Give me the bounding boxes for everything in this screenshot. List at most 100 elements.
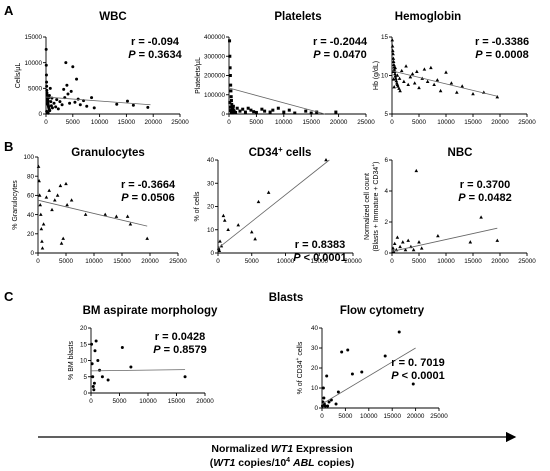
x-tick-label: 15000	[302, 119, 320, 126]
data-point	[228, 74, 232, 77]
data-point	[324, 158, 328, 162]
y-tick-label: 40	[27, 212, 35, 219]
data-point	[228, 54, 232, 58]
x-tick-label: 10000	[277, 258, 295, 265]
data-point	[432, 82, 436, 87]
data-point	[455, 90, 459, 94]
data-point	[414, 168, 419, 173]
x-tick-label: 25000	[171, 119, 189, 126]
data-point	[392, 241, 397, 245]
data-point	[37, 193, 42, 197]
chart-nbc: NBC 0 2 4 6 0 5000 10000 15000 20000 25000 Normaliz…	[364, 147, 536, 265]
data-point	[221, 213, 226, 218]
x-tick-label: 5000	[338, 413, 353, 420]
data-point	[408, 75, 413, 79]
data-point	[327, 400, 331, 404]
y-tick-label: 5000	[28, 86, 43, 93]
y-tick-label: 300000	[204, 53, 226, 60]
x-tick-label: 0	[320, 413, 324, 420]
data-point	[69, 198, 74, 202]
data-point	[38, 203, 43, 207]
data-point	[406, 82, 410, 87]
data-point	[40, 239, 44, 243]
chart-title: Flow cytometry	[340, 305, 425, 317]
data-point	[404, 64, 408, 68]
chart-title: Hemoglobin	[395, 11, 461, 23]
data-point	[392, 62, 396, 67]
x-tick-label: 15000	[118, 119, 136, 126]
data-point	[64, 61, 68, 65]
data-point	[50, 207, 54, 212]
data-point	[276, 106, 280, 110]
data-point	[231, 104, 235, 108]
r-value: r = 0.8383	[295, 239, 345, 251]
data-point	[412, 81, 417, 85]
r-value: r = -0.094	[131, 36, 180, 48]
data-point	[56, 107, 60, 111]
data-point	[145, 236, 149, 240]
data-point	[94, 339, 98, 343]
y-tick-label: 20	[207, 204, 215, 211]
data-point	[85, 104, 89, 108]
data-point	[395, 73, 400, 77]
y-axis-label: Cells/µL	[15, 63, 22, 89]
data-point	[401, 240, 405, 244]
r-value: r = -0.3386	[475, 36, 529, 48]
data-point	[229, 89, 233, 93]
data-point	[390, 38, 395, 42]
y-tick-label: 40	[207, 157, 215, 164]
data-point	[393, 71, 397, 76]
data-point	[410, 71, 415, 76]
data-point	[44, 63, 48, 67]
x-tick-label: 15000	[383, 413, 401, 420]
x-tick-label: 20000	[491, 119, 509, 126]
data-point	[115, 102, 119, 106]
data-point	[468, 240, 473, 244]
regression-line	[37, 199, 148, 227]
data-point	[90, 362, 94, 366]
data-point	[241, 107, 245, 111]
data-point	[228, 100, 232, 104]
x-tick-label: 10000	[437, 258, 455, 265]
p-value: P < 0.0001	[391, 370, 445, 382]
x-tick-label: 5000	[245, 258, 260, 265]
data-point	[322, 396, 326, 400]
data-point	[92, 381, 96, 385]
data-point	[320, 404, 324, 408]
x-tick-label: 0	[390, 119, 394, 126]
regression-line	[90, 369, 186, 372]
data-point	[350, 372, 354, 376]
data-point	[226, 227, 230, 232]
chart-title: Granulocytes	[71, 147, 145, 159]
data-point	[55, 98, 59, 102]
data-point	[293, 111, 297, 115]
data-point	[44, 47, 48, 51]
data-point	[47, 94, 51, 98]
data-point	[395, 235, 400, 239]
data-point	[429, 65, 433, 70]
x-tick-label: 20000	[491, 258, 509, 265]
x-tick-label: 5000	[66, 119, 81, 126]
data-point	[391, 59, 396, 63]
x-tick-label: 25000	[518, 258, 536, 265]
data-point	[417, 240, 421, 244]
p-value: P = 0.0470	[313, 49, 367, 61]
r-value: r = 0.0428	[155, 331, 205, 343]
chart-hemoglobin: Hemoglobin 5 10 15 0 5000 10000 15000 20000 25000…	[373, 11, 536, 126]
data-point	[479, 215, 483, 219]
y-tick-label: 20	[311, 365, 319, 372]
data-point	[125, 99, 129, 103]
r-value: r = -0.2044	[313, 36, 368, 48]
x-tick-label: 15000	[310, 258, 328, 265]
x-tick-label: 10000	[437, 119, 455, 126]
data-point	[398, 88, 402, 93]
panel-label-a: A	[4, 3, 14, 18]
data-point	[309, 111, 313, 115]
data-point	[411, 247, 416, 252]
data-point	[229, 99, 233, 103]
data-point	[129, 365, 133, 369]
data-point	[49, 100, 53, 104]
data-point	[91, 385, 95, 388]
data-point	[234, 110, 238, 114]
